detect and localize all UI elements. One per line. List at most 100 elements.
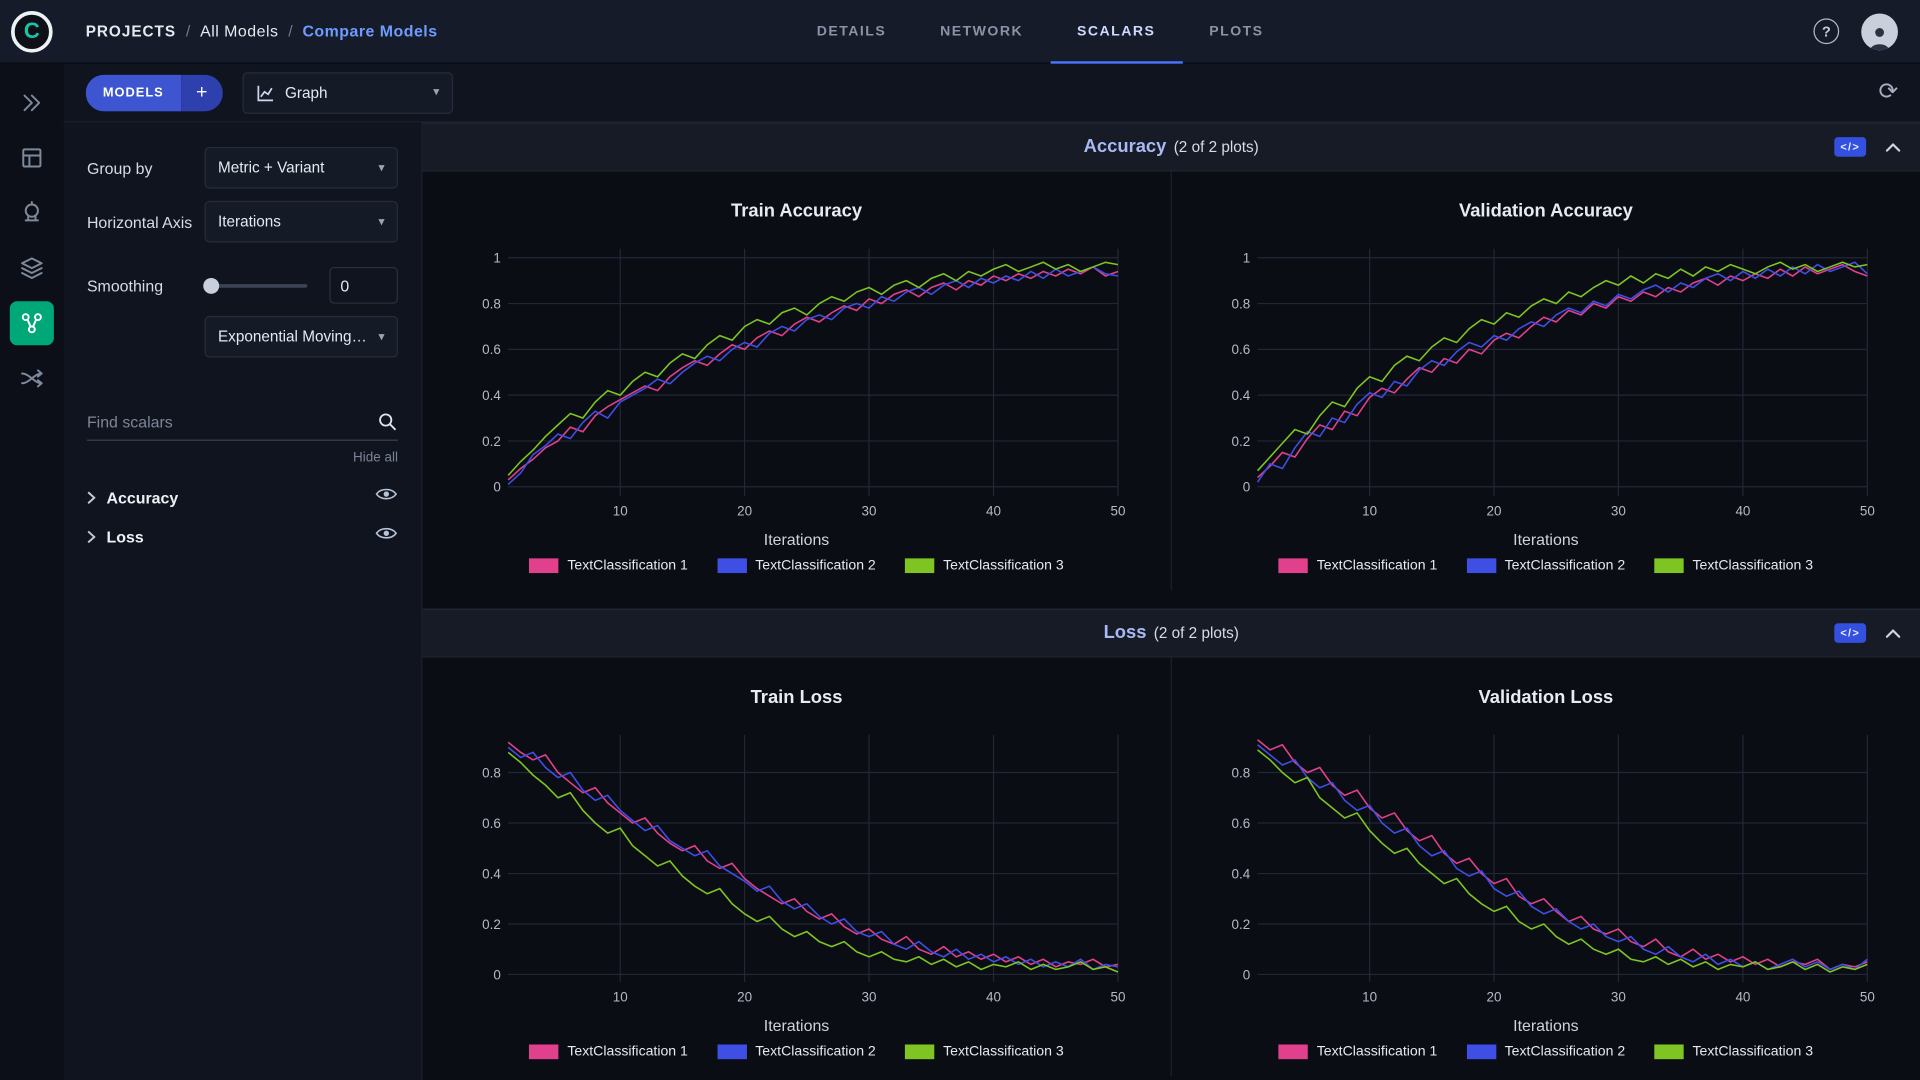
breadcrumb-projects[interactable]: PROJECTS (85, 22, 177, 40)
models-selector[interactable]: MODELS + (85, 74, 223, 111)
group-by-dropdown[interactable]: Metric + Variant ▾ (204, 146, 398, 189)
search-input[interactable] (86, 412, 378, 432)
legend-item[interactable]: TextClassification 2 (1466, 1044, 1625, 1060)
svg-text:10: 10 (612, 990, 627, 1005)
metric-group-label: Loss (106, 527, 144, 546)
legend-item[interactable]: TextClassification 3 (905, 558, 1064, 574)
legend-item[interactable]: TextClassification 1 (1278, 1044, 1437, 1060)
collapse-section-icon[interactable] (1885, 628, 1901, 638)
slider-knob[interactable] (203, 277, 220, 294)
legend-label: TextClassification 3 (943, 1044, 1064, 1060)
serving-icon[interactable] (10, 191, 54, 235)
svg-text:0.8: 0.8 (482, 765, 501, 780)
header-tabs: DETAILS NETWORK SCALARS PLOTS (790, 0, 1291, 64)
legend-item[interactable]: TextClassification 2 (1466, 558, 1626, 574)
svg-text:10: 10 (1361, 504, 1376, 519)
datasets-icon[interactable] (10, 246, 54, 290)
dashboard-icon[interactable] (10, 81, 54, 125)
breadcrumb: PROJECTS / All Models / Compare Models (86, 22, 438, 40)
svg-text:1: 1 (1242, 251, 1249, 266)
plot-card-validation-accuracy: Validation Accuracy 0 0.2 0.4 0.6 0.8 1 10 20 30 4… (1170, 171, 1920, 591)
tab-details[interactable]: DETAILS (816, 24, 887, 40)
x-axis-label: Iterations (763, 530, 830, 549)
header-actions: ? (1813, 12, 1920, 50)
plot-canvas[interactable]: 0 0.2 0.4 0.6 0.8 1 10 20 30 40 50 (466, 241, 1127, 525)
view-type-dropdown[interactable]: Graph ▾ (242, 71, 453, 114)
svg-text:0: 0 (1242, 967, 1249, 982)
legend-swatch (1466, 1044, 1497, 1060)
help-icon[interactable]: ? (1813, 18, 1840, 45)
legend-label: TextClassification 1 (567, 558, 688, 574)
search-icon[interactable] (377, 411, 398, 432)
tab-network[interactable]: NETWORK (940, 24, 1024, 40)
chart-title: Train Loss (750, 686, 843, 708)
x-axis-label: Iterations (1513, 530, 1579, 549)
tab-plots[interactable]: PLOTS (1209, 24, 1264, 40)
plot-legend: TextClassification 1 TextClassification 2… (1187, 558, 1906, 574)
legend-label: TextClassification 3 (1692, 1044, 1814, 1060)
section-header: Accuracy (2 of 2 plots) </> (422, 122, 1920, 172)
svg-text:40: 40 (1735, 990, 1750, 1005)
refresh-icon[interactable]: ⟳ (1878, 79, 1898, 106)
plot-canvas[interactable]: 0 0.2 0.4 0.6 0.8 1 10 20 30 40 50 (1215, 241, 1876, 525)
svg-text:0.2: 0.2 (1231, 434, 1250, 449)
legend-swatch (905, 558, 935, 574)
breadcrumb-compare-models[interactable]: Compare Models (302, 22, 438, 41)
chevron-down-icon: ▾ (378, 161, 385, 175)
plot-canvas[interactable]: 0 0.2 0.4 0.6 0.8 10 20 30 40 50 (1215, 727, 1876, 1011)
legend-item[interactable]: TextClassification 3 (1654, 558, 1814, 574)
projects-icon[interactable] (10, 136, 54, 180)
svg-text:30: 30 (861, 504, 876, 519)
plot-card-train-loss: Train Loss 0 0.2 0.4 0.6 0.8 10 20 30 40 50 Iterati… (422, 658, 1170, 1077)
legend-label: TextClassification 3 (1692, 558, 1814, 574)
smoothing-value-input[interactable] (329, 266, 398, 304)
tab-scalars[interactable]: SCALARS (1050, 0, 1183, 64)
visibility-eye-icon[interactable] (375, 525, 398, 547)
legend-item[interactable]: TextClassification 2 (717, 558, 876, 574)
metric-group-loss[interactable]: Loss (87, 517, 398, 556)
visibility-eye-icon[interactable] (375, 486, 398, 508)
app-logo[interactable]: C (0, 0, 64, 63)
svg-text:50: 50 (1110, 504, 1125, 519)
plot-legend: TextClassification 1 TextClassification 2… (437, 1044, 1156, 1060)
add-model-button[interactable]: + (180, 74, 223, 111)
x-axis-label: Iterations (763, 1016, 830, 1035)
smoothing-type-dropdown[interactable]: Exponential Moving Av... ▾ (204, 315, 398, 358)
svg-text:0.8: 0.8 (1231, 765, 1250, 780)
legend-item[interactable]: TextClassification 1 (1278, 558, 1437, 574)
breadcrumb-all-models[interactable]: All Models (200, 22, 279, 41)
svg-text:0.4: 0.4 (482, 388, 501, 403)
svg-text:40: 40 (1735, 504, 1750, 519)
model-comparison-icon[interactable] (9, 301, 54, 346)
metric-group-accuracy[interactable]: Accuracy (87, 478, 398, 517)
plot-canvas[interactable]: 0 0.2 0.4 0.6 0.8 10 20 30 40 50 (466, 727, 1127, 1011)
pipelines-icon[interactable] (10, 356, 54, 400)
svg-text:0: 0 (493, 480, 500, 495)
horizontal-axis-dropdown[interactable]: Iterations ▾ (204, 200, 398, 243)
chart-title: Train Accuracy (731, 200, 863, 222)
legend-item[interactable]: TextClassification 2 (717, 1044, 876, 1060)
legend-swatch (717, 558, 747, 574)
legend-item[interactable]: TextClassification 1 (529, 558, 688, 574)
legend-label: TextClassification 2 (1504, 558, 1626, 574)
legend-item[interactable]: TextClassification 3 (905, 1044, 1064, 1060)
legend-label: TextClassification 1 (567, 1044, 688, 1060)
metric-group-label: Accuracy (106, 487, 179, 507)
collapse-section-icon[interactable] (1885, 142, 1901, 152)
svg-text:0.2: 0.2 (1231, 917, 1250, 932)
svg-text:10: 10 (612, 504, 627, 519)
legend-item[interactable]: TextClassification 1 (529, 1044, 688, 1060)
legend-swatch (1466, 558, 1497, 574)
smoothing-slider[interactable] (203, 267, 322, 304)
plot-legend: TextClassification 1 TextClassification 2… (437, 558, 1156, 574)
svg-text:10: 10 (1361, 990, 1376, 1005)
legend-item[interactable]: TextClassification 3 (1654, 1044, 1814, 1060)
nav-rail (0, 63, 64, 1080)
plot-card-validation-loss: Validation Loss 0 0.2 0.4 0.6 0.8 10 20 30 40 50 It… (1170, 657, 1920, 1077)
scalar-search (86, 411, 398, 441)
hide-all-button[interactable]: Hide all (353, 450, 398, 466)
embed-code-icon[interactable]: </> (1834, 623, 1867, 643)
embed-code-icon[interactable]: </> (1834, 137, 1867, 157)
user-avatar[interactable] (1861, 12, 1898, 50)
svg-text:0.2: 0.2 (482, 434, 501, 449)
